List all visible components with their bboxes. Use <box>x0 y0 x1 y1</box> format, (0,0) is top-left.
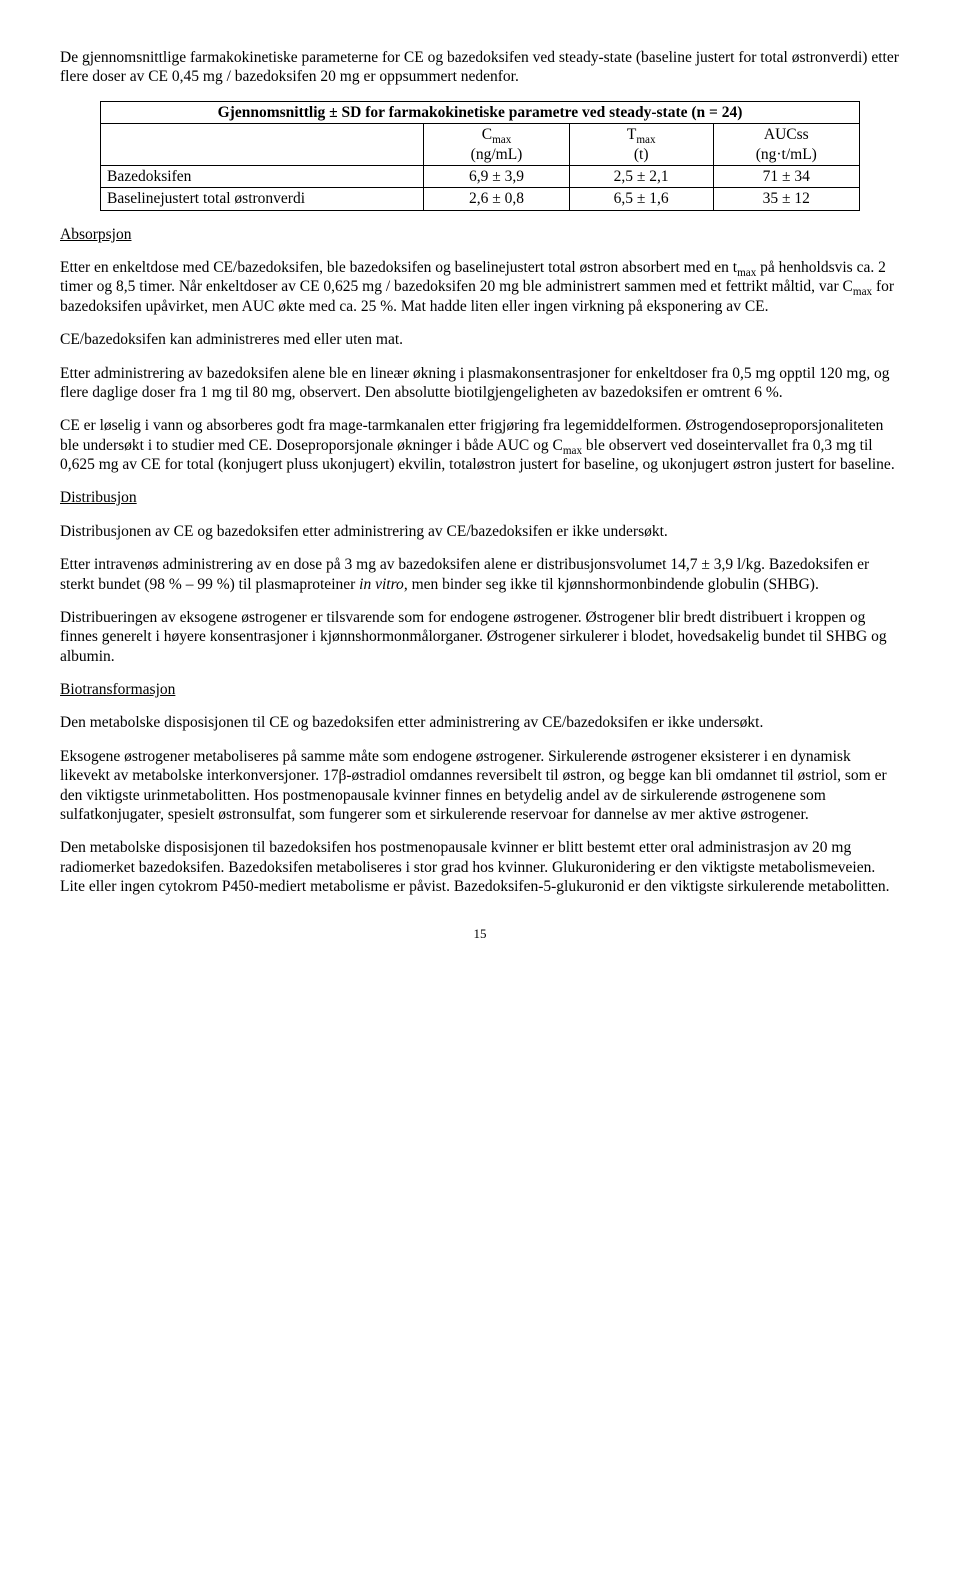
row0-v2: 71 ± 34 <box>713 165 859 187</box>
distribusjon-heading: Distribusjon <box>60 488 900 507</box>
table-header-row: Cmax (ng/mL) Tmax (t) AUCss (ng·t/mL) <box>101 124 860 166</box>
header-aucss-unit: (ng·t/mL) <box>756 146 817 163</box>
header-tmax-label: Tmax <box>627 126 656 143</box>
table-row: Bazedoksifen 6,9 ± 3,9 2,5 ± 2,1 71 ± 34 <box>101 165 860 187</box>
absorpsjon-heading: Absorpsjon <box>60 225 900 244</box>
table-title-row: Gjennomsnittlig ± SD for farmakokinetisk… <box>101 101 860 123</box>
pk-table: Gjennomsnittlig ± SD for farmakokinetisk… <box>100 101 860 211</box>
row0-v1: 2,5 ± 2,1 <box>569 165 713 187</box>
row0-v0: 6,9 ± 3,9 <box>424 165 570 187</box>
table-header-cmax: Cmax (ng/mL) <box>424 124 570 166</box>
biotransformasjon-heading: Biotransformasjon <box>60 680 900 699</box>
biotransformasjon-p2: Den metabolske disposisjonen til bazedok… <box>60 838 900 896</box>
table-header-tmax: Tmax (t) <box>569 124 713 166</box>
row0-label: Bazedoksifen <box>101 165 424 187</box>
row1-v2: 35 ± 12 <box>713 188 859 210</box>
biotransformasjon-p0: Den metabolske disposisjonen til CE og b… <box>60 713 900 732</box>
absorpsjon-p1: CE/bazedoksifen kan administreres med el… <box>60 330 900 349</box>
header-tmax-unit: (t) <box>634 146 649 163</box>
absorpsjon-p3: CE er løselig i vann og absorberes godt … <box>60 416 900 474</box>
table-header-aucss: AUCss (ng·t/mL) <box>713 124 859 166</box>
header-cmax-label: Cmax <box>482 126 512 143</box>
row1-label: Baselinejustert total østronverdi <box>101 188 424 210</box>
row1-v1: 6,5 ± 1,6 <box>569 188 713 210</box>
biotransformasjon-p1: Eksogene østrogener metaboliseres på sam… <box>60 747 900 825</box>
table-title: Gjennomsnittlig ± SD for farmakokinetisk… <box>101 101 860 123</box>
table-header-blank <box>101 124 424 166</box>
absorpsjon-p0: Etter en enkeltdose med CE/bazedoksifen,… <box>60 258 900 316</box>
distribusjon-p0: Distribusjonen av CE og bazedoksifen ett… <box>60 522 900 541</box>
distribusjon-p1: Etter intravenøs administrering av en do… <box>60 555 900 594</box>
header-cmax-unit: (ng/mL) <box>471 146 523 163</box>
page-number: 15 <box>60 926 900 942</box>
header-aucss-label: AUCss <box>764 126 809 143</box>
row1-v0: 2,6 ± 0,8 <box>424 188 570 210</box>
distribusjon-p2: Distribueringen av eksogene østrogener e… <box>60 608 900 666</box>
table-row: Baselinejustert total østronverdi 2,6 ± … <box>101 188 860 210</box>
absorpsjon-p2: Etter administrering av bazedoksifen ale… <box>60 364 900 403</box>
intro-paragraph: De gjennomsnittlige farmakokinetiske par… <box>60 48 900 87</box>
